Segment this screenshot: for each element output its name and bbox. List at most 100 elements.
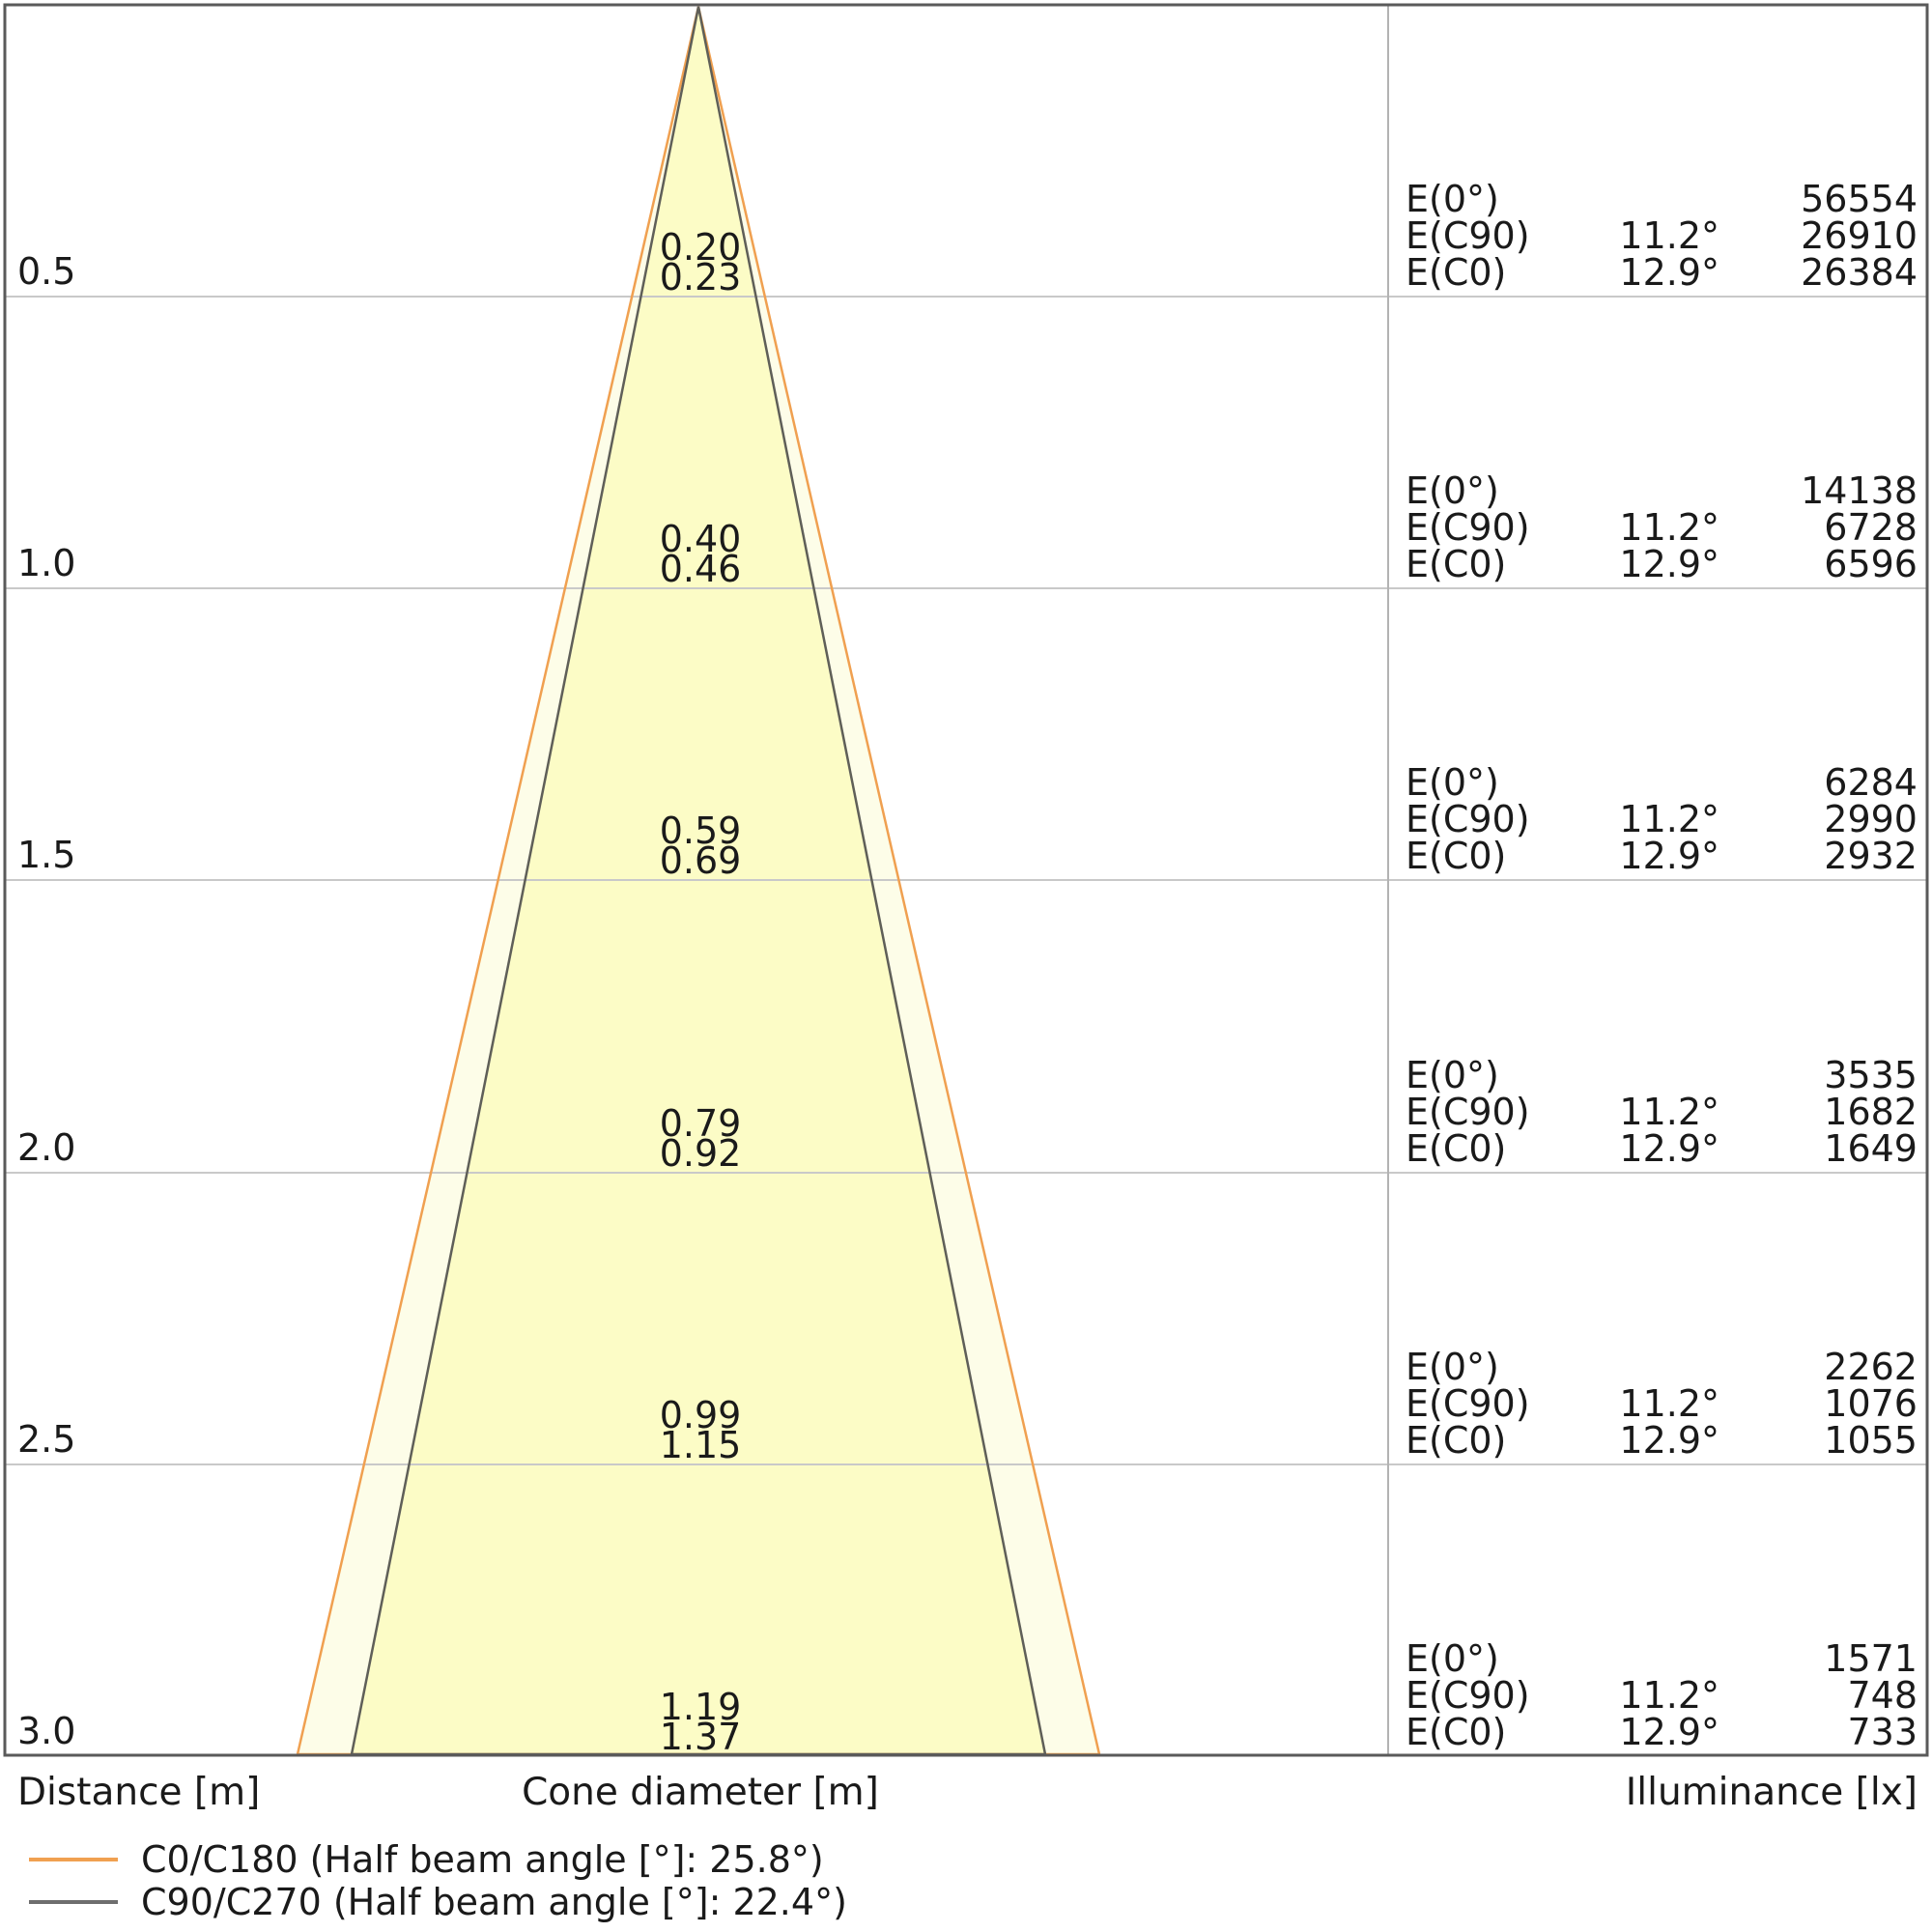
legend-item-c90-c270: C90/C270 (Half beam angle [°]: 22.4°) — [0, 1880, 1159, 1924]
axis-caption-illuminance: Illuminance [lx] — [1625, 1771, 1918, 1814]
illuminance-line-e0: E(0°) 2262 — [1406, 1349, 1918, 1385]
legend-item-c0-c180: C0/C180 (Half beam angle [°]: 25.8°) — [0, 1837, 1159, 1882]
illuminance-value: 2932 — [1824, 835, 1918, 877]
illuminance-value: 26384 — [1801, 251, 1918, 294]
illuminance-value: 2990 — [1824, 798, 1918, 840]
x-axis-caption-distance: Distance [m] — [17, 1771, 261, 1814]
illuminance-value: 6728 — [1824, 506, 1918, 549]
illuminance-label: E(C0) — [1406, 1711, 1507, 1753]
illuminance-line-ec90: E(C90) 11.2° 2990 — [1406, 801, 1918, 838]
illuminance-label: E(0°) — [1406, 178, 1499, 220]
illuminance-block: E(0°) 3535 E(C90) 11.2° 1682 E(C0) 12.9°… — [1406, 1057, 1918, 1167]
legend-label-c90-c270: C90/C270 (Half beam angle [°]: 22.4°) — [141, 1881, 847, 1923]
illuminance-line-e0: E(0°) 6284 — [1406, 764, 1918, 801]
illuminance-label: E(C0) — [1406, 835, 1507, 877]
illuminance-angle: 11.2° — [1619, 1674, 1719, 1717]
illuminance-block: E(0°) 2262 E(C90) 11.2° 1076 E(C0) 12.9°… — [1406, 1349, 1918, 1459]
illuminance-line-ec0: E(C0) 12.9° 2932 — [1406, 838, 1918, 874]
illuminance-angle — [1579, 472, 1719, 509]
cone-chart-canvas — [3, 3, 1929, 1757]
illuminance-angle: 12.9° — [1619, 1419, 1719, 1462]
illuminance-line-ec90: E(C90) 11.2° 1076 — [1406, 1385, 1918, 1422]
legend-line-c0-c180-icon — [29, 1858, 118, 1861]
illuminance-angle: 11.2° — [1619, 1382, 1719, 1425]
cone-diameter-c0: 0.92 — [659, 1132, 742, 1175]
illuminance-value: 14138 — [1801, 469, 1918, 512]
illuminance-line-ec0: E(C0) 12.9° 733 — [1406, 1714, 1918, 1750]
illuminance-block: E(0°) 14138 E(C90) 11.2° 6728 E(C0) 12.9… — [1406, 472, 1918, 582]
illuminance-label: E(C90) — [1406, 506, 1530, 549]
cone-diameter-values: 0.59 0.69 — [555, 810, 845, 879]
cone-diameter-values: 0.99 1.15 — [555, 1394, 845, 1463]
illuminance-angle: 12.9° — [1619, 543, 1719, 585]
illuminance-label: E(C0) — [1406, 543, 1507, 585]
cone-diameter-c90: 0.40 — [659, 518, 742, 560]
illuminance-label: E(C0) — [1406, 1419, 1507, 1462]
cone-table-row: 3.0 1.19 1.37 E(0°) 1571 E(C90) 11.2° 74… — [0, 1629, 1932, 1756]
illuminance-value: 1649 — [1824, 1127, 1918, 1170]
illuminance-label: E(0°) — [1406, 1346, 1499, 1388]
cone-diameter-c0: 1.37 — [659, 1716, 742, 1758]
distance-label: 0.5 — [17, 250, 76, 293]
illuminance-line-e0: E(0°) 14138 — [1406, 472, 1918, 509]
illuminance-label: E(C0) — [1406, 1127, 1507, 1170]
illuminance-label: E(0°) — [1406, 761, 1499, 804]
illuminance-value: 733 — [1847, 1711, 1918, 1753]
illuminance-line-e0: E(0°) 1571 — [1406, 1640, 1918, 1677]
illuminance-value: 1076 — [1824, 1382, 1918, 1425]
illuminance-block: E(0°) 6284 E(C90) 11.2° 2990 E(C0) 12.9°… — [1406, 764, 1918, 874]
distance-label: 3.0 — [17, 1710, 76, 1752]
illuminance-angle: 12.9° — [1619, 1711, 1719, 1753]
illuminance-block: E(0°) 1571 E(C90) 11.2° 748 E(C0) 12.9° … — [1406, 1640, 1918, 1750]
cone-diameter-c90: 0.20 — [659, 226, 742, 269]
illuminance-angle: 11.2° — [1619, 798, 1719, 840]
cone-diameter-values: 1.19 1.37 — [555, 1686, 845, 1758]
cone-diameter-c90: 0.99 — [659, 1394, 742, 1436]
legend-label-c0-c180: C0/C180 (Half beam angle [°]: 25.8°) — [141, 1838, 824, 1881]
cone-diameter-c90: 0.79 — [659, 1102, 742, 1145]
illuminance-value: 748 — [1847, 1674, 1918, 1717]
illuminance-line-ec90: E(C90) 11.2° 1682 — [1406, 1094, 1918, 1130]
cone-diameter-c0: 0.23 — [659, 256, 742, 298]
illuminance-label: E(0°) — [1406, 469, 1499, 512]
illuminance-line-ec0: E(C0) 12.9° 26384 — [1406, 254, 1918, 291]
illuminance-angle — [1579, 181, 1719, 217]
illuminance-angle: 11.2° — [1619, 506, 1719, 549]
illuminance-angle: 11.2° — [1619, 1091, 1719, 1133]
illuminance-line-e0: E(0°) 3535 — [1406, 1057, 1918, 1094]
axis-caption-cone-diameter: Cone diameter [m] — [522, 1771, 879, 1814]
illuminance-angle: 12.9° — [1619, 251, 1719, 294]
distance-label: 2.5 — [17, 1418, 76, 1461]
illuminance-value: 6284 — [1824, 761, 1918, 804]
illuminance-line-ec0: E(C0) 12.9° 6596 — [1406, 546, 1918, 582]
cone-diameter-c90: 1.19 — [659, 1686, 742, 1728]
illuminance-value: 1571 — [1824, 1637, 1918, 1680]
illuminance-angle — [1579, 764, 1719, 801]
illuminance-block: E(0°) 56554 E(C90) 11.2° 26910 E(C0) 12.… — [1406, 181, 1918, 291]
illuminance-value: 6596 — [1824, 543, 1918, 585]
cone-diameter-c90: 0.59 — [659, 810, 742, 852]
illuminance-value: 56554 — [1801, 178, 1918, 220]
illuminance-line-ec90: E(C90) 11.2° 6728 — [1406, 509, 1918, 546]
cone-table-row: 2.5 0.99 1.15 E(0°) 2262 E(C90) 11.2° 10… — [0, 1337, 1932, 1464]
illuminance-value: 1055 — [1824, 1419, 1918, 1462]
distance-label: 1.5 — [17, 834, 76, 876]
cone-table-row: 1.0 0.40 0.46 E(0°) 14138 E(C90) 11.2° 6… — [0, 461, 1932, 588]
legend-line-c90-c270-icon — [29, 1900, 118, 1904]
illuminance-line-ec90: E(C90) 11.2° 748 — [1406, 1677, 1918, 1714]
chart-border — [3, 3, 1929, 1757]
illuminance-label: E(C0) — [1406, 251, 1507, 294]
illuminance-angle — [1579, 1349, 1719, 1385]
illuminance-angle — [1579, 1640, 1719, 1677]
illuminance-angle: 12.9° — [1619, 835, 1719, 877]
illuminance-label: E(C90) — [1406, 1091, 1530, 1133]
illuminance-label: E(0°) — [1406, 1054, 1499, 1096]
illuminance-line-e0: E(0°) 56554 — [1406, 181, 1918, 217]
illuminance-line-ec0: E(C0) 12.9° 1055 — [1406, 1422, 1918, 1459]
illuminance-label: E(C90) — [1406, 798, 1530, 840]
illuminance-label: E(C90) — [1406, 1382, 1530, 1425]
illuminance-value: 26910 — [1801, 214, 1918, 257]
illuminance-label: E(0°) — [1406, 1637, 1499, 1680]
illuminance-angle: 11.2° — [1619, 214, 1719, 257]
